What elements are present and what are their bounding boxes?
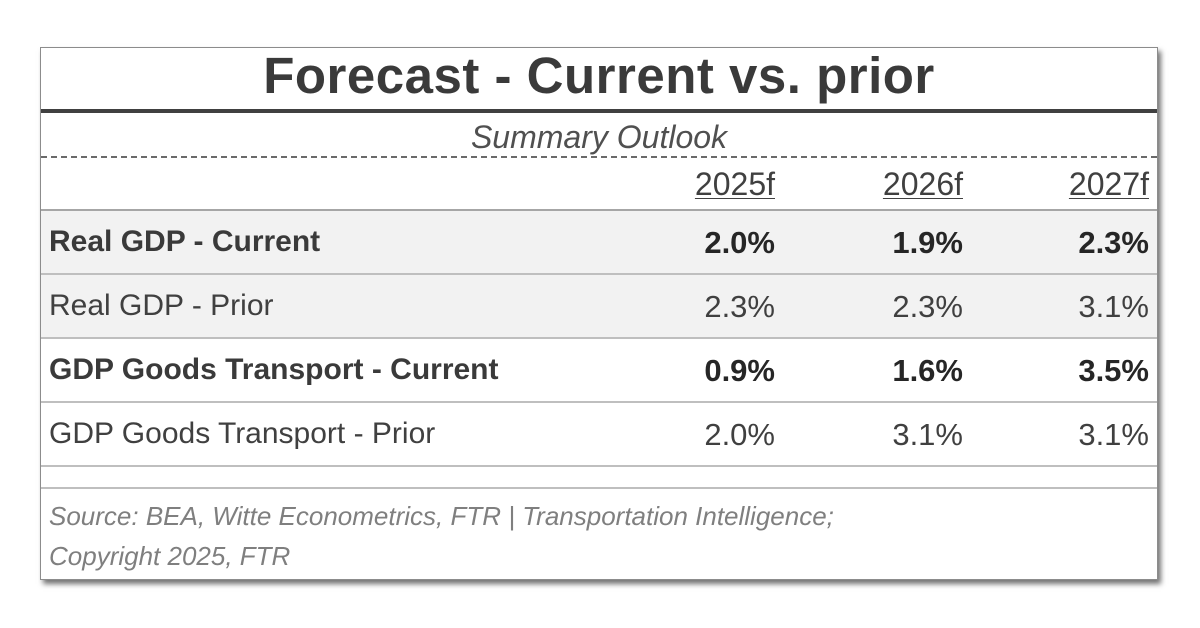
table-title: Forecast - Current vs. prior xyxy=(41,48,1157,113)
row-label: GDP Goods Transport - Prior xyxy=(49,417,436,450)
source-line: Source: BEA, Witte Econometrics, FTR | T… xyxy=(49,501,834,531)
column-header-2025f: 2025f xyxy=(694,166,775,202)
column-header-2026f: 2026f xyxy=(882,166,963,202)
cell-2027f: 3.1% xyxy=(1078,289,1149,324)
column-header-row: 2025f 2026f 2027f xyxy=(41,158,1157,211)
row-label: Real GDP - Current xyxy=(49,225,321,258)
cell-2027f: 3.1% xyxy=(1078,417,1149,452)
cell-2026f: 2.3% xyxy=(892,289,963,324)
copyright-line: Copyright 2025, FTR xyxy=(49,541,291,571)
cell-2026f: 1.6% xyxy=(892,353,963,388)
row-label: Real GDP - Prior xyxy=(49,289,274,322)
cell-2026f: 3.1% xyxy=(892,417,963,452)
row-label: GDP Goods Transport - Current xyxy=(49,353,499,386)
table-row-gdp-goods-transport-prior: GDP Goods Transport - Prior 2.0% 3.1% 3.… xyxy=(41,403,1157,467)
table-row-real-gdp-prior: Real GDP - Prior 2.3% 2.3% 3.1% xyxy=(41,275,1157,339)
table-subtitle: Summary Outlook xyxy=(41,113,1157,158)
cell-2025f: 0.9% xyxy=(704,353,775,388)
cell-2025f: 2.0% xyxy=(704,417,775,452)
cell-2025f: 2.0% xyxy=(704,225,775,260)
cell-2025f: 2.3% xyxy=(704,289,775,324)
cell-2027f: 2.3% xyxy=(1078,225,1149,260)
cell-2026f: 1.9% xyxy=(892,225,963,260)
blank-row xyxy=(41,467,1157,489)
table-row-real-gdp-current: Real GDP - Current 2.0% 1.9% 2.3% xyxy=(41,211,1157,275)
table-row-gdp-goods-transport-current: GDP Goods Transport - Current 0.9% 1.6% … xyxy=(41,339,1157,403)
forecast-table-card: Forecast - Current vs. prior Summary Out… xyxy=(40,47,1158,580)
column-header-2027f: 2027f xyxy=(1068,166,1149,202)
cell-2027f: 3.5% xyxy=(1078,353,1149,388)
source-note: Source: BEA, Witte Econometrics, FTR | T… xyxy=(41,489,1157,576)
